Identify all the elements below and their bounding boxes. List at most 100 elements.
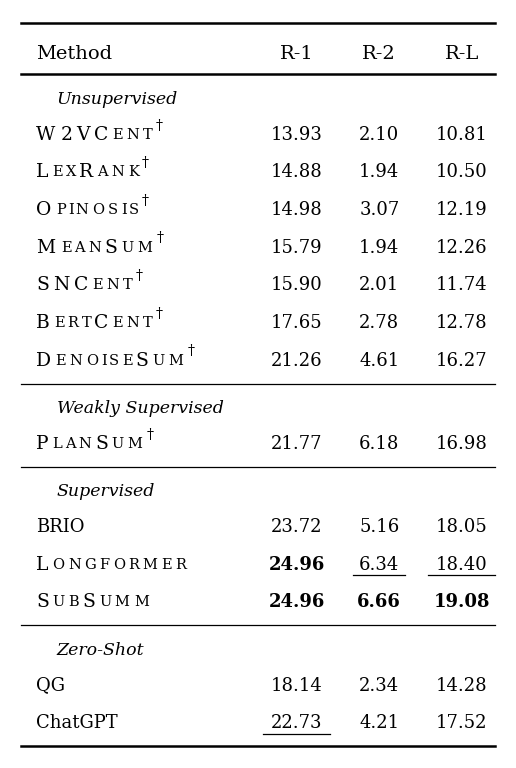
Text: N: N: [126, 127, 139, 142]
Text: R: R: [79, 164, 93, 181]
Text: 24.96: 24.96: [268, 594, 325, 611]
Text: M: M: [142, 558, 157, 571]
Text: G: G: [85, 558, 96, 571]
Text: N: N: [53, 276, 69, 294]
Text: 17.65: 17.65: [271, 314, 322, 332]
Text: 18.05: 18.05: [436, 518, 488, 536]
Text: 16.27: 16.27: [436, 352, 488, 369]
Text: 1.94: 1.94: [359, 164, 399, 181]
Text: O: O: [36, 201, 52, 219]
Text: 10.81: 10.81: [436, 126, 488, 144]
Text: S: S: [36, 594, 49, 611]
Text: A: A: [74, 240, 85, 255]
Text: M: M: [127, 437, 142, 451]
Text: 5.16: 5.16: [359, 518, 399, 536]
Text: 14.98: 14.98: [271, 201, 322, 219]
Text: O: O: [52, 558, 64, 571]
Text: F: F: [100, 558, 110, 571]
Text: 16.98: 16.98: [436, 435, 488, 453]
Text: 22.73: 22.73: [271, 714, 322, 732]
Text: B: B: [36, 314, 50, 332]
Text: A: A: [98, 165, 108, 180]
Text: U: U: [53, 595, 65, 609]
Text: D: D: [36, 352, 51, 369]
Text: 3.07: 3.07: [359, 201, 399, 219]
Text: I: I: [69, 203, 74, 217]
Text: 23.72: 23.72: [271, 518, 322, 536]
Text: †: †: [156, 306, 163, 321]
Text: 2.78: 2.78: [359, 314, 399, 332]
Text: 18.14: 18.14: [271, 677, 322, 694]
Text: Method: Method: [36, 45, 112, 63]
Text: N: N: [111, 165, 124, 180]
Text: S: S: [136, 352, 149, 369]
Text: 6.34: 6.34: [359, 556, 399, 574]
Text: B: B: [69, 595, 79, 609]
Text: E: E: [52, 165, 63, 180]
Text: S: S: [109, 353, 119, 368]
Text: N: N: [106, 278, 119, 293]
Text: 6.18: 6.18: [359, 435, 399, 453]
Text: 15.79: 15.79: [271, 239, 322, 257]
Text: 2.34: 2.34: [359, 677, 399, 694]
Text: E: E: [61, 240, 71, 255]
Text: R-L: R-L: [445, 45, 479, 63]
Text: U: U: [112, 437, 124, 451]
Text: 12.19: 12.19: [436, 201, 488, 219]
Text: C: C: [74, 276, 88, 294]
Text: 12.26: 12.26: [436, 239, 488, 257]
Text: 4.21: 4.21: [359, 714, 399, 732]
Text: C: C: [94, 126, 108, 144]
Text: 18.40: 18.40: [436, 556, 488, 574]
Text: 6.66: 6.66: [357, 594, 401, 611]
Text: †: †: [155, 118, 163, 133]
Text: 1.94: 1.94: [359, 239, 399, 257]
Text: ChatGPT: ChatGPT: [36, 714, 118, 732]
Text: U: U: [152, 353, 165, 368]
Text: Unsupervised: Unsupervised: [57, 91, 178, 108]
Text: 13.93: 13.93: [271, 126, 322, 144]
Text: 21.26: 21.26: [271, 352, 322, 369]
Text: W: W: [36, 126, 55, 144]
Text: QG: QG: [36, 677, 65, 694]
Text: S: S: [36, 276, 49, 294]
Text: O: O: [92, 203, 105, 217]
Text: E: E: [92, 278, 103, 293]
Text: M: M: [36, 239, 55, 257]
Text: †: †: [156, 231, 164, 246]
Text: E: E: [112, 316, 123, 330]
Text: I: I: [121, 203, 127, 217]
Text: O: O: [86, 353, 98, 368]
Text: E: E: [122, 353, 133, 368]
Text: U: U: [121, 240, 134, 255]
Text: 10.50: 10.50: [436, 164, 488, 181]
Text: R: R: [68, 316, 78, 330]
Text: M: M: [115, 595, 130, 609]
Text: 12.78: 12.78: [436, 314, 488, 332]
Text: E: E: [162, 558, 172, 571]
Text: E: E: [112, 127, 123, 142]
Text: 4.61: 4.61: [359, 352, 399, 369]
Text: Zero-Shot: Zero-Shot: [57, 641, 144, 658]
Text: 2: 2: [61, 126, 73, 144]
Text: 2.01: 2.01: [359, 276, 399, 294]
Text: 2.10: 2.10: [359, 126, 399, 144]
Text: †: †: [147, 428, 154, 442]
Text: K: K: [128, 165, 139, 180]
Text: Weakly Supervised: Weakly Supervised: [57, 400, 223, 417]
Text: M: M: [168, 353, 183, 368]
Text: N: N: [126, 316, 139, 330]
Text: U: U: [99, 595, 111, 609]
Text: BRIO: BRIO: [36, 518, 85, 536]
Text: S: S: [105, 239, 118, 257]
Text: †: †: [141, 194, 149, 208]
Text: 17.52: 17.52: [436, 714, 488, 732]
Text: N: N: [69, 353, 82, 368]
Text: S: S: [128, 203, 139, 217]
Text: L: L: [36, 556, 49, 574]
Text: M: M: [134, 595, 149, 609]
Text: †: †: [135, 269, 142, 283]
Text: R: R: [128, 558, 139, 571]
Text: Supervised: Supervised: [57, 483, 155, 500]
Text: S: S: [108, 203, 118, 217]
